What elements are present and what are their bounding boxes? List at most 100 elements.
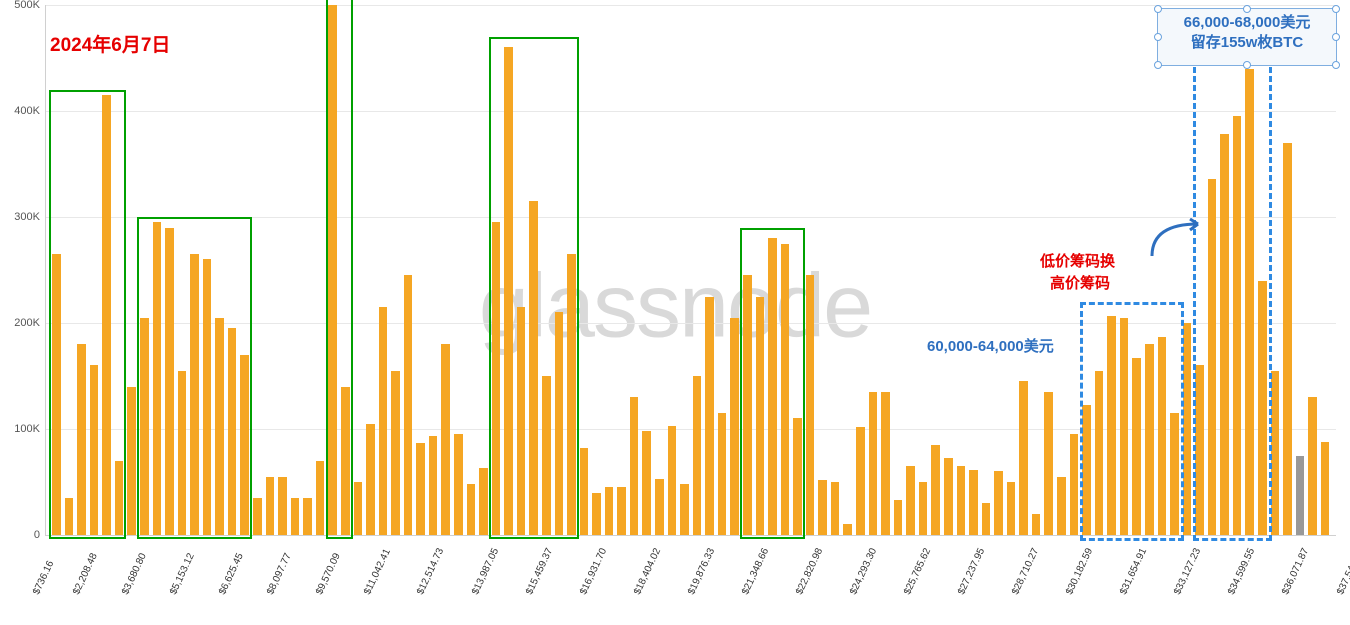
bar[interactable] <box>617 487 626 535</box>
bar[interactable] <box>982 503 991 535</box>
bar[interactable] <box>1195 365 1204 535</box>
bar[interactable] <box>781 244 790 536</box>
bar[interactable] <box>1158 337 1167 535</box>
bar[interactable] <box>793 418 802 535</box>
bar[interactable] <box>454 434 463 535</box>
bar[interactable] <box>1019 381 1028 535</box>
bar[interactable] <box>467 484 476 535</box>
bar[interactable] <box>931 445 940 535</box>
bar[interactable] <box>1095 371 1104 535</box>
bar[interactable] <box>153 222 162 535</box>
bar[interactable] <box>203 259 212 535</box>
bar[interactable] <box>1308 397 1317 535</box>
bar[interactable] <box>127 387 136 535</box>
bar[interactable] <box>52 254 61 535</box>
bar[interactable] <box>869 392 878 535</box>
bar[interactable] <box>391 371 400 535</box>
bar[interactable] <box>1044 392 1053 535</box>
bar[interactable] <box>1082 405 1091 535</box>
bar[interactable] <box>266 477 275 535</box>
bar[interactable] <box>354 482 363 535</box>
bar[interactable] <box>555 312 564 535</box>
bar[interactable] <box>1321 442 1330 535</box>
bar[interactable] <box>944 458 953 535</box>
bar[interactable] <box>1007 482 1016 535</box>
bar[interactable] <box>1170 413 1179 535</box>
bar[interactable] <box>316 461 325 535</box>
bar[interactable] <box>291 498 300 535</box>
bar[interactable] <box>668 426 677 535</box>
bar[interactable] <box>303 498 312 535</box>
bar[interactable] <box>1120 318 1129 535</box>
bar[interactable] <box>1057 477 1066 535</box>
bar[interactable] <box>228 328 237 535</box>
bar[interactable] <box>215 318 224 535</box>
bar[interactable] <box>642 431 651 535</box>
bar[interactable] <box>881 392 890 535</box>
bar[interactable] <box>366 424 375 535</box>
bar[interactable] <box>278 477 287 535</box>
bar[interactable] <box>768 238 777 535</box>
bar[interactable] <box>1283 143 1292 535</box>
bar[interactable] <box>542 376 551 535</box>
bar[interactable] <box>1220 134 1229 535</box>
bar[interactable] <box>743 275 752 535</box>
bar[interactable] <box>592 493 601 535</box>
bar[interactable] <box>856 427 865 535</box>
bar[interactable] <box>906 466 915 535</box>
bar[interactable] <box>479 468 488 535</box>
bar[interactable] <box>190 254 199 535</box>
bar[interactable] <box>718 413 727 535</box>
bar[interactable] <box>328 5 337 535</box>
bar[interactable] <box>240 355 249 535</box>
bar[interactable] <box>818 480 827 535</box>
bar[interactable] <box>580 448 589 535</box>
bar[interactable] <box>843 524 852 535</box>
bar[interactable] <box>969 470 978 535</box>
bar[interactable] <box>90 365 99 535</box>
bar[interactable] <box>253 498 262 535</box>
bar[interactable] <box>341 387 350 535</box>
bar[interactable] <box>416 443 425 535</box>
bar[interactable] <box>1070 434 1079 535</box>
bar[interactable] <box>756 297 765 536</box>
bar[interactable] <box>1183 323 1192 535</box>
bar[interactable] <box>178 371 187 535</box>
bar[interactable] <box>102 95 111 535</box>
bar[interactable] <box>1107 316 1116 535</box>
bar[interactable] <box>1271 371 1280 535</box>
bar[interactable] <box>1145 344 1154 535</box>
bar[interactable] <box>429 436 438 535</box>
bar[interactable] <box>517 307 526 535</box>
bar[interactable] <box>806 275 815 535</box>
bar[interactable] <box>605 487 614 535</box>
bar[interactable] <box>1258 281 1267 535</box>
callout-box[interactable]: 66,000-68,000美元 留存155w枚BTC <box>1157 8 1337 66</box>
bar[interactable] <box>77 344 86 535</box>
bar[interactable] <box>680 484 689 535</box>
bar[interactable] <box>693 376 702 535</box>
bar[interactable] <box>140 318 149 535</box>
bar[interactable] <box>1245 69 1254 535</box>
bar[interactable] <box>994 471 1003 535</box>
bar[interactable] <box>705 297 714 536</box>
bar[interactable] <box>1032 514 1041 535</box>
bar[interactable] <box>630 397 639 535</box>
bar[interactable] <box>492 222 501 535</box>
bar[interactable] <box>1132 358 1141 535</box>
bar[interactable] <box>1296 456 1305 536</box>
bar[interactable] <box>65 498 74 535</box>
bar[interactable] <box>404 275 413 535</box>
bar[interactable] <box>831 482 840 535</box>
bar[interactable] <box>567 254 576 535</box>
bar[interactable] <box>894 500 903 535</box>
bar[interactable] <box>379 307 388 535</box>
bar[interactable] <box>655 479 664 535</box>
bar[interactable] <box>730 318 739 535</box>
bar[interactable] <box>441 344 450 535</box>
bar[interactable] <box>957 466 966 535</box>
bar[interactable] <box>919 482 928 535</box>
bar[interactable] <box>165 228 174 535</box>
bar[interactable] <box>1233 116 1242 535</box>
bar[interactable] <box>504 47 513 535</box>
